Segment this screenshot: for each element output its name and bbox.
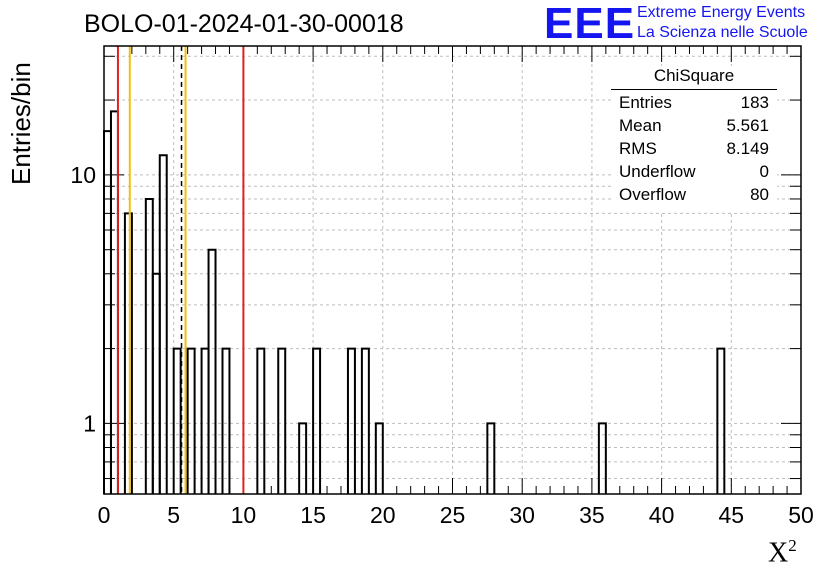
stats-name: Entries — [619, 93, 672, 112]
histogram-bin — [144, 197, 154, 494]
histogram-bin — [486, 422, 496, 494]
histogram-bin — [597, 422, 607, 494]
stats-name: Mean — [619, 116, 662, 135]
eee-logo: EEE Extreme Energy Events La Scienza nel… — [544, 2, 834, 46]
stats-row-overflow: Overflow 80 — [619, 185, 769, 208]
histogram-bin — [123, 212, 133, 494]
histogram-bin — [716, 347, 726, 494]
histogram-bin — [186, 347, 196, 494]
histogram-bin — [109, 110, 119, 494]
x-axis-label-text: X — [768, 537, 789, 569]
stats-name: RMS — [619, 139, 657, 158]
histogram-bin — [103, 130, 112, 494]
logo-line-1: Extreme Energy Events — [637, 4, 806, 21]
histogram-bin — [346, 347, 356, 494]
stats-title-underline — [611, 89, 777, 90]
y-axis-label: Entries/bin — [6, 62, 36, 185]
stats-value: 8.149 — [726, 139, 769, 158]
x-tick-label: 30 — [509, 502, 535, 528]
stats-row-mean: Mean 5.561 — [619, 116, 769, 139]
x-axis-label: X2 — [768, 536, 797, 569]
x-tick-label: 25 — [440, 502, 466, 528]
stats-name: Underflow — [619, 162, 696, 181]
x-tick-label: 15 — [300, 502, 326, 528]
stats-value: 0 — [759, 162, 769, 181]
x-axis-label-exponent: 2 — [788, 536, 797, 555]
y-tick-label: 1 — [83, 410, 96, 436]
x-tick-label: 10 — [231, 502, 257, 528]
x-tick-label: 20 — [370, 502, 396, 528]
stats-row-entries: Entries 183 — [619, 93, 769, 116]
histogram-bin — [312, 347, 322, 494]
histogram-bin — [277, 347, 287, 494]
y-tick-label: 10 — [70, 162, 96, 188]
x-tick-label: 0 — [98, 502, 111, 528]
histogram-bin — [151, 272, 161, 494]
chart-title: BOLO-01-2024-01-30-00018 — [84, 10, 404, 38]
histogram-bin — [360, 347, 370, 494]
stats-row-underflow: Underflow 0 — [619, 162, 769, 185]
stats-name: Overflow — [619, 185, 687, 204]
x-tick-label: 40 — [649, 502, 675, 528]
x-tick-label: 35 — [579, 502, 605, 528]
histogram-bin — [221, 347, 231, 494]
logo-mark: EEE — [544, 0, 636, 48]
histogram-bin — [374, 422, 384, 494]
stats-value: 80 — [750, 185, 769, 204]
stats-row-rms: RMS 8.149 — [619, 139, 769, 162]
x-tick-label: 45 — [719, 502, 745, 528]
logo-line-2: La Scienza nelle Scuole — [637, 24, 808, 41]
histogram-bin — [200, 347, 210, 494]
stats-box: ChiSquare Entries 183 Mean 5.561 RMS 8.1… — [611, 66, 777, 212]
x-tick-label: 50 — [788, 502, 814, 528]
stats-value: 183 — [740, 93, 769, 112]
histogram-bin — [207, 248, 217, 494]
histogram-bin — [172, 347, 182, 494]
stats-title: ChiSquare — [653, 66, 735, 85]
histogram-bin — [298, 422, 308, 494]
histogram-bin — [158, 154, 168, 494]
stats-value: 5.561 — [726, 116, 769, 135]
histogram-bin — [256, 347, 266, 494]
x-tick-label: 5 — [167, 502, 180, 528]
plot-frame — [103, 45, 802, 495]
